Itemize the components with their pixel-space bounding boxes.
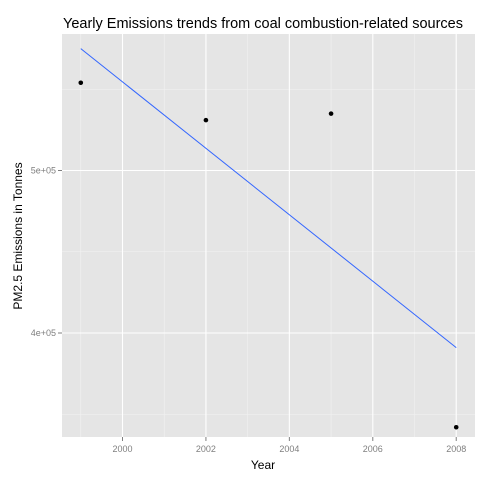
data-point-3 [454,425,459,430]
x-tick-label-1: 2002 [196,444,216,454]
y-axis-title: PM2.5 Emissions in Tonnes [11,162,25,309]
x-tick-label-3: 2006 [363,444,383,454]
x-tick-label-0: 2000 [112,444,132,454]
y-tick-label-1: 5e+05 [31,166,56,176]
x-axis-title: Year [251,458,275,472]
x-tick-label-4: 2008 [446,444,466,454]
data-point-1 [204,118,209,123]
data-point-2 [329,111,334,116]
y-tick-label-0: 4e+05 [31,328,56,338]
data-point-0 [78,80,83,85]
x-tick-label-2: 2004 [279,444,299,454]
chart-title: Yearly Emissions trends from coal combus… [63,16,463,32]
plot-panel [62,34,475,437]
